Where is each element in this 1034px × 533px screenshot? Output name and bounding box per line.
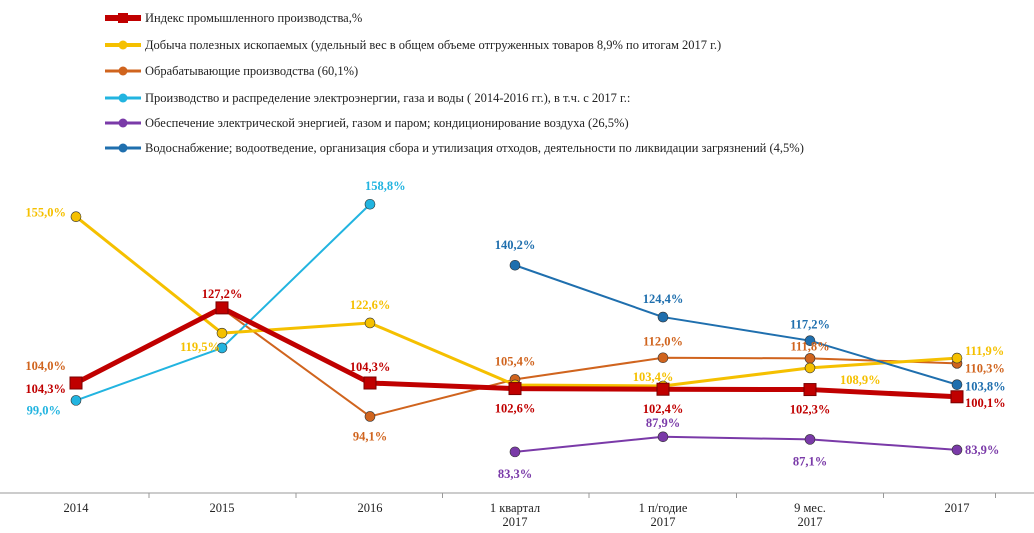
data-point <box>363 376 377 390</box>
series-line <box>514 264 958 386</box>
data-label: 104,0% <box>25 359 66 373</box>
legend-label: Производство и распределение электроэнер… <box>145 90 631 105</box>
legend-item: Обрабатывающие производства (60,1%) <box>105 61 358 81</box>
x-tick-label: 2015 <box>210 501 235 515</box>
data-point <box>216 342 228 354</box>
legend-swatch-icon <box>105 13 141 23</box>
data-label: 108,9% <box>840 373 881 387</box>
data-point <box>950 390 964 404</box>
data-label: 119,5% <box>180 340 220 354</box>
legend-swatch-icon <box>105 40 141 50</box>
data-point <box>364 411 376 422</box>
x-tick-label: 2017 <box>503 515 528 529</box>
legend-label: Обеспечение электрической энергией, газо… <box>145 115 629 130</box>
data-label: 103,8% <box>965 380 1006 394</box>
data-point <box>69 376 83 390</box>
legend-item: Обеспечение электрической энергией, газо… <box>105 113 629 133</box>
x-tick-label: 1 п/годие <box>639 501 688 515</box>
x-tick-label: 2017 <box>651 515 676 529</box>
x-tick-label: 9 мес. <box>794 501 826 515</box>
x-tick-label: 2017 <box>945 501 970 515</box>
data-label: 103,4% <box>633 370 674 384</box>
data-label: 94,1% <box>353 429 387 443</box>
data-point <box>508 382 522 396</box>
data-label: 99,0% <box>27 403 61 417</box>
data-label: 102,3% <box>790 403 831 417</box>
data-label: 155,0% <box>25 206 66 220</box>
legend-label: Водоснабжение; водоотведение, организаци… <box>145 140 804 155</box>
data-point <box>657 352 669 364</box>
data-label: 102,6% <box>495 402 536 416</box>
data-point <box>364 317 376 329</box>
data-point <box>656 382 670 396</box>
data-point <box>215 301 229 315</box>
data-label: 112,0% <box>643 335 683 349</box>
data-label: 102,4% <box>643 402 684 416</box>
data-point <box>657 311 669 323</box>
data-point <box>951 444 963 456</box>
data-point <box>657 431 669 443</box>
data-label: 111,8% <box>790 339 829 353</box>
legend-item: Индекс промышленного производства,% <box>105 8 362 28</box>
data-label: 87,1% <box>793 454 827 468</box>
data-label: 111,9% <box>965 344 1004 358</box>
data-point <box>951 379 963 390</box>
data-point <box>70 395 82 406</box>
series-line <box>514 435 958 453</box>
data-label: 104,3% <box>350 360 391 374</box>
data-label: 127,2% <box>202 287 243 301</box>
data-point <box>803 383 817 397</box>
x-tick-label: 2014 <box>64 501 90 515</box>
x-tick-label: 2017 <box>798 515 823 529</box>
data-label: 105,4% <box>495 354 536 368</box>
legend-item: Производство и распределение электроэнер… <box>105 88 630 108</box>
data-point <box>509 446 521 458</box>
data-point <box>804 434 816 445</box>
legend-item: Водоснабжение; водоотведение, организаци… <box>105 138 804 158</box>
data-label: 117,2% <box>790 318 830 332</box>
legend-label: Добыча полезных ископаемых (удельный вес… <box>145 37 722 52</box>
data-label: 87,9% <box>646 416 680 430</box>
data-label: 100,1% <box>965 396 1006 410</box>
data-point <box>804 353 816 364</box>
legend-item: Добыча полезных ископаемых (удельный вес… <box>105 35 721 55</box>
legend-swatch-icon <box>105 66 141 76</box>
legend-swatch-icon <box>105 143 141 153</box>
data-label: 110,3% <box>965 361 1005 375</box>
data-point <box>70 211 82 223</box>
data-label: 104,3% <box>25 382 66 396</box>
data-point <box>509 259 521 271</box>
data-label: 83,9% <box>965 443 999 457</box>
data-point <box>804 335 816 346</box>
legend-swatch-icon <box>105 93 141 103</box>
data-point <box>216 327 228 339</box>
data-label: 122,6% <box>350 298 391 312</box>
data-label: 124,4% <box>643 292 684 306</box>
data-label: 83,3% <box>498 467 532 481</box>
x-tick-label: 2016 <box>358 501 383 515</box>
data-point <box>364 198 376 210</box>
legend-label: Индекс промышленного производства,% <box>145 10 363 25</box>
data-point <box>951 352 963 364</box>
legend-label: Обрабатывающие производства (60,1%) <box>145 63 359 78</box>
data-label: 140,2% <box>495 238 536 252</box>
data-label: 158,8% <box>365 179 406 193</box>
data-point <box>804 362 816 374</box>
x-tick-label: 1 квартал <box>490 501 540 515</box>
legend-swatch-icon <box>105 118 141 128</box>
